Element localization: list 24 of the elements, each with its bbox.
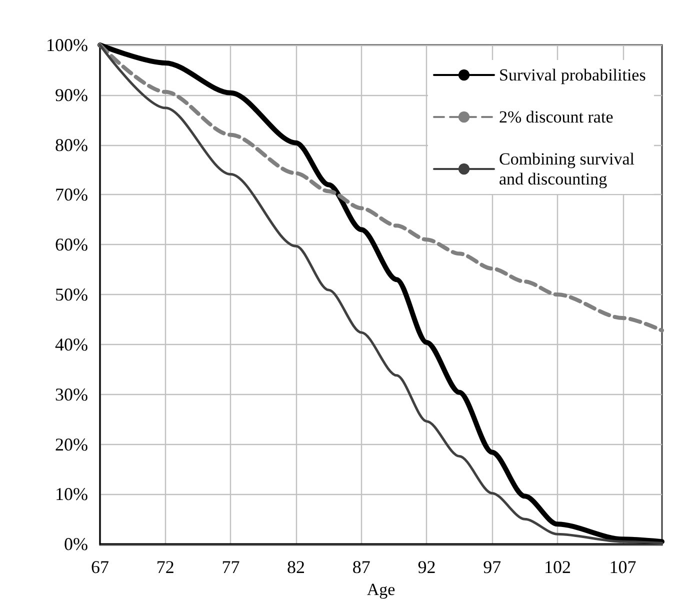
x-tick-label: 82: [287, 557, 306, 578]
y-tick-label: 30%: [55, 384, 88, 404]
legend-label: Survival probabilities: [499, 66, 646, 84]
y-tick-label: 40%: [55, 334, 88, 354]
y-tick-label: 50%: [55, 284, 88, 305]
y-tick-label: 80%: [55, 134, 88, 155]
legend-label: Combining survival and discounting: [499, 150, 639, 188]
x-tick-label: 107: [609, 557, 636, 578]
x-axis-title: Age: [366, 580, 396, 599]
x-tick-label: 72: [156, 557, 174, 578]
y-tick-label: 20%: [55, 434, 88, 454]
y-tick-label: 10%: [55, 484, 88, 504]
y-tick-label: 100%: [46, 35, 88, 55]
x-tick-label: 87: [352, 557, 370, 578]
x-tick-label: 92: [418, 557, 436, 578]
x-tick-label: 77: [222, 557, 240, 578]
y-tick-label: 70%: [55, 184, 88, 205]
y-tick-label: 0%: [64, 534, 88, 554]
x-tick-label: 67: [91, 557, 109, 578]
y-tick-label: 90%: [55, 84, 88, 105]
x-tick-label: 97: [483, 557, 502, 578]
legend-label: 2% discount rate: [499, 108, 614, 126]
x-tick-label: 102: [544, 557, 571, 578]
y-tick-label: 60%: [55, 234, 88, 255]
